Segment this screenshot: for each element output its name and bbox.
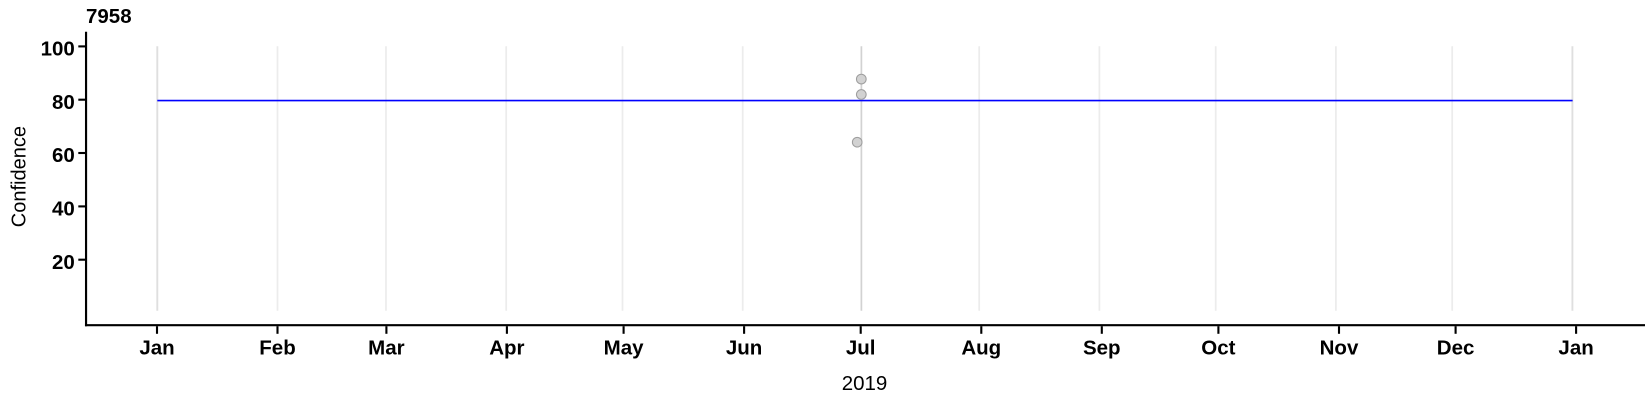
svg-text:7958: 7958 xyxy=(86,5,132,28)
svg-text:2019: 2019 xyxy=(842,372,888,395)
svg-text:Dec: Dec xyxy=(1437,337,1475,360)
svg-text:100: 100 xyxy=(41,38,75,61)
svg-text:Jan: Jan xyxy=(1558,337,1593,360)
svg-text:Confidence: Confidence xyxy=(8,126,30,227)
svg-text:20: 20 xyxy=(52,251,75,274)
svg-text:Oct: Oct xyxy=(1201,337,1235,360)
svg-text:Jul: Jul xyxy=(846,337,876,360)
svg-text:Jan: Jan xyxy=(139,337,174,360)
svg-text:Aug: Aug xyxy=(961,337,1001,360)
svg-text:Sep: Sep xyxy=(1083,337,1121,360)
svg-text:Jun: Jun xyxy=(726,337,762,360)
svg-text:80: 80 xyxy=(52,91,75,114)
svg-text:Mar: Mar xyxy=(368,337,404,360)
svg-text:May: May xyxy=(604,337,644,360)
svg-text:Apr: Apr xyxy=(489,337,524,360)
svg-text:Nov: Nov xyxy=(1320,337,1359,360)
svg-text:40: 40 xyxy=(52,198,75,221)
svg-text:Feb: Feb xyxy=(259,337,295,360)
svg-text:60: 60 xyxy=(52,144,75,167)
